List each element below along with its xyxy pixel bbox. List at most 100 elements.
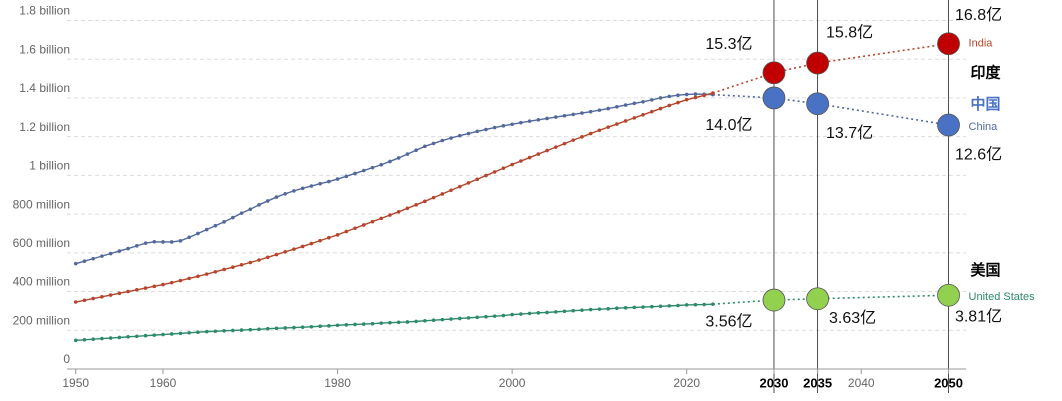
data-point: [309, 324, 314, 329]
data-point: [300, 244, 305, 249]
x-tick-label: 2020: [673, 376, 700, 390]
data-point: [152, 284, 157, 289]
data-point: [388, 213, 392, 217]
data-point: [283, 191, 288, 196]
data-point: [580, 308, 584, 312]
data-point: [440, 192, 445, 196]
y-tick-label: 600 million: [13, 236, 70, 250]
data-point: [379, 321, 384, 325]
data-point: [449, 317, 453, 321]
data-point: [213, 329, 218, 334]
data-point: [676, 93, 680, 98]
x-tick-label: 2000: [499, 376, 526, 390]
data-point: [562, 309, 567, 314]
data-point: [353, 226, 357, 231]
y-tick-label: 1 billion: [29, 159, 70, 173]
data-point: [257, 327, 261, 332]
y-tick-label: 1.8 billion: [19, 4, 70, 18]
data-point: [353, 171, 357, 176]
data-point: [388, 159, 392, 164]
data-point: [545, 148, 549, 153]
data-point: [231, 328, 235, 333]
data-point: [257, 203, 261, 207]
data-point: [466, 181, 471, 185]
data-point: [248, 207, 253, 212]
data-point: [239, 263, 244, 267]
projection-marker: [762, 86, 786, 110]
data-point: [641, 305, 645, 309]
data-point: [623, 306, 628, 310]
data-point: [274, 326, 279, 331]
data-point: [91, 256, 95, 261]
data-point: [283, 326, 288, 330]
data-point: [484, 314, 488, 319]
data-point: [623, 119, 628, 123]
x-tick-label: 2035: [803, 375, 832, 390]
data-point: [396, 320, 401, 325]
data-point: [457, 184, 462, 189]
data-point: [169, 332, 174, 336]
data-point: [510, 312, 514, 317]
data-point: [615, 306, 619, 311]
data-point: [649, 109, 654, 114]
series-label-zh: 中国: [971, 95, 1001, 113]
data-point: [335, 233, 340, 237]
data-point: [597, 128, 602, 133]
value-label: 14.0亿: [705, 116, 752, 134]
data-point: [684, 303, 689, 307]
data-point: [545, 310, 549, 315]
data-point: [91, 296, 95, 301]
data-point: [588, 307, 593, 312]
data-point: [475, 129, 480, 134]
data-point: [431, 318, 436, 323]
data-point: [361, 168, 366, 173]
data-point: [161, 240, 165, 244]
series-label: United States: [969, 291, 1036, 303]
data-point: [117, 335, 122, 340]
data-point: [204, 272, 209, 276]
data-point: [169, 280, 174, 285]
y-tick-label: 1.2 billion: [19, 120, 70, 134]
data-point: [571, 308, 576, 313]
data-point: [405, 320, 410, 324]
projection-marker: [806, 51, 830, 75]
projection-marker: [937, 113, 960, 137]
data-point: [536, 311, 541, 315]
data-point: [213, 270, 218, 274]
data-point: [361, 322, 366, 326]
data-point: [684, 97, 689, 102]
data-point: [440, 138, 445, 143]
data-point: [361, 223, 366, 227]
data-point: [676, 100, 680, 105]
series-label-zh: 印度: [971, 64, 1002, 82]
data-point: [370, 321, 375, 326]
data-point: [588, 131, 593, 136]
data-point: [510, 122, 514, 127]
y-tick-label: 800 million: [13, 197, 70, 211]
data-point: [484, 173, 488, 178]
data-point: [501, 166, 506, 171]
data-point: [196, 274, 200, 279]
data-point: [423, 199, 427, 204]
y-tick-label: 1.4 billion: [19, 81, 70, 95]
data-point: [553, 115, 558, 119]
data-point: [475, 177, 480, 182]
data-point: [248, 327, 253, 332]
data-point: [449, 188, 453, 193]
data-point: [318, 181, 322, 186]
data-point: [196, 330, 200, 335]
data-point: [108, 336, 113, 340]
data-point: [492, 170, 497, 174]
data-point: [693, 92, 698, 96]
data-point: [135, 244, 139, 248]
y-tick-label: 400 million: [13, 275, 70, 289]
data-point: [73, 300, 78, 304]
data-point: [562, 141, 567, 146]
data-point: [702, 302, 706, 307]
data-point: [169, 240, 174, 244]
projection-line: [712, 294, 949, 305]
data-point: [344, 174, 349, 179]
data-point: [702, 93, 706, 98]
data-point: [239, 328, 244, 332]
